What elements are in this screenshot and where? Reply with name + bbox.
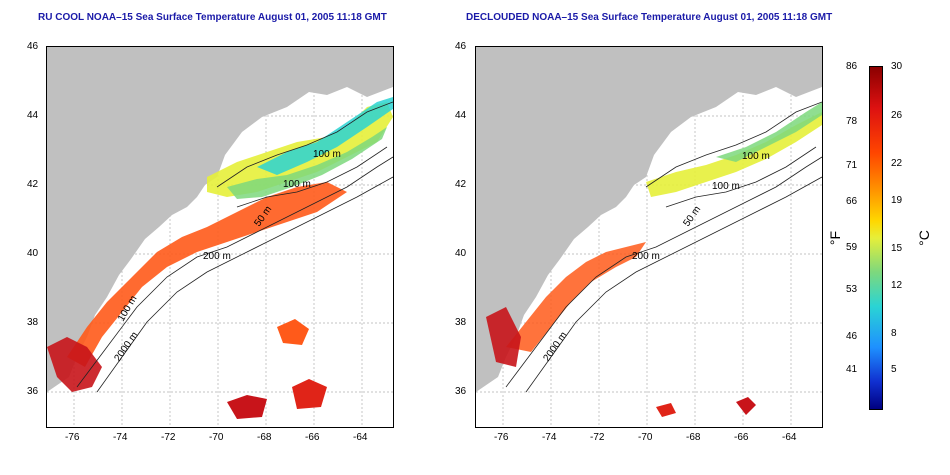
sst-offshore-3 — [277, 319, 309, 345]
x-tick-label: -70 — [209, 432, 224, 443]
x-tick-label: -64 — [782, 432, 797, 443]
y-tick-label: 40 — [455, 248, 467, 259]
x-tick-label: -74 — [542, 432, 557, 443]
contour-label: 2000 m — [541, 330, 569, 364]
y-tick-label: 38 — [27, 317, 39, 328]
x-tick-label: -76 — [65, 432, 80, 443]
left-panel-title: RU COOL NOAA–15 Sea Surface Temperature … — [38, 12, 387, 23]
x-tick-label: -74 — [113, 432, 128, 443]
celsius-tick: 15 — [891, 243, 903, 254]
fahrenheit-tick: 78 — [846, 116, 858, 127]
contour-label: 200 m — [203, 251, 231, 262]
sst-offshore-1 — [736, 397, 756, 415]
fahrenheit-tick: 41 — [846, 364, 858, 375]
sst-green-band — [716, 102, 822, 162]
sst-warm-shelf — [67, 182, 347, 367]
y-tick-label: 42 — [455, 179, 467, 190]
y-tick-label: 42 — [27, 179, 39, 190]
x-tick-label: -66 — [734, 432, 749, 443]
celsius-tick: 12 — [891, 280, 903, 291]
fahrenheit-unit-label: °F — [827, 230, 844, 246]
sst-gulf-maine — [646, 112, 822, 197]
sst-hot-coast — [486, 307, 521, 367]
left-sst-map: 100 m 100 m 50 m 200 m 100 m 2000 m — [46, 46, 394, 428]
celsius-tick: 30 — [891, 61, 903, 72]
fahrenheit-tick: 59 — [846, 242, 858, 253]
fahrenheit-tick: 53 — [846, 284, 858, 295]
celsius-tick: 5 — [891, 364, 897, 375]
celsius-tick: 8 — [891, 328, 897, 339]
contour-label: 200 m — [632, 251, 660, 262]
temperature-colorbar — [869, 66, 883, 410]
y-tick-label: 36 — [27, 386, 39, 397]
right-panel-title: DECLOUDED NOAA–15 Sea Surface Temperatur… — [466, 12, 833, 23]
contour-label: 100 m — [313, 149, 341, 160]
contour-label: 100 m — [283, 179, 311, 190]
fahrenheit-tick: 86 — [846, 61, 858, 72]
right-sst-map: 100 m 100 m 50 m 200 m 2000 m — [475, 46, 823, 428]
fahrenheit-tick: 71 — [846, 160, 858, 171]
x-tick-label: -76 — [494, 432, 509, 443]
contour-label: 2000 m — [112, 330, 140, 364]
contour-label: 100 m — [742, 151, 770, 162]
sst-hot-coast — [47, 337, 102, 392]
y-tick-label: 38 — [455, 317, 467, 328]
sst-offshore-2 — [292, 379, 327, 409]
x-tick-label: -64 — [353, 432, 368, 443]
x-tick-label: -72 — [161, 432, 176, 443]
sst-cool-band — [257, 97, 393, 175]
sst-green-band — [227, 127, 387, 199]
x-tick-label: -72 — [590, 432, 605, 443]
fahrenheit-tick: 46 — [846, 331, 858, 342]
x-tick-label: -68 — [257, 432, 272, 443]
contour-label: 100 m — [712, 181, 740, 192]
y-tick-label: 40 — [27, 248, 39, 259]
celsius-tick: 26 — [891, 110, 903, 121]
sst-offshore-2 — [656, 403, 676, 417]
celsius-unit-label: °C — [915, 230, 932, 246]
x-tick-label: -70 — [638, 432, 653, 443]
land-mass — [47, 47, 393, 392]
fahrenheit-tick: 66 — [846, 196, 858, 207]
y-tick-label: 46 — [455, 41, 467, 52]
celsius-tick: 22 — [891, 158, 903, 169]
y-tick-label: 46 — [27, 41, 39, 52]
celsius-tick: 19 — [891, 195, 903, 206]
sst-offshore-1 — [227, 395, 267, 419]
land-mass — [476, 47, 822, 392]
y-tick-label: 36 — [455, 386, 467, 397]
x-tick-label: -68 — [686, 432, 701, 443]
y-tick-label: 44 — [455, 110, 467, 121]
y-tick-label: 44 — [27, 110, 39, 121]
x-tick-label: -66 — [305, 432, 320, 443]
